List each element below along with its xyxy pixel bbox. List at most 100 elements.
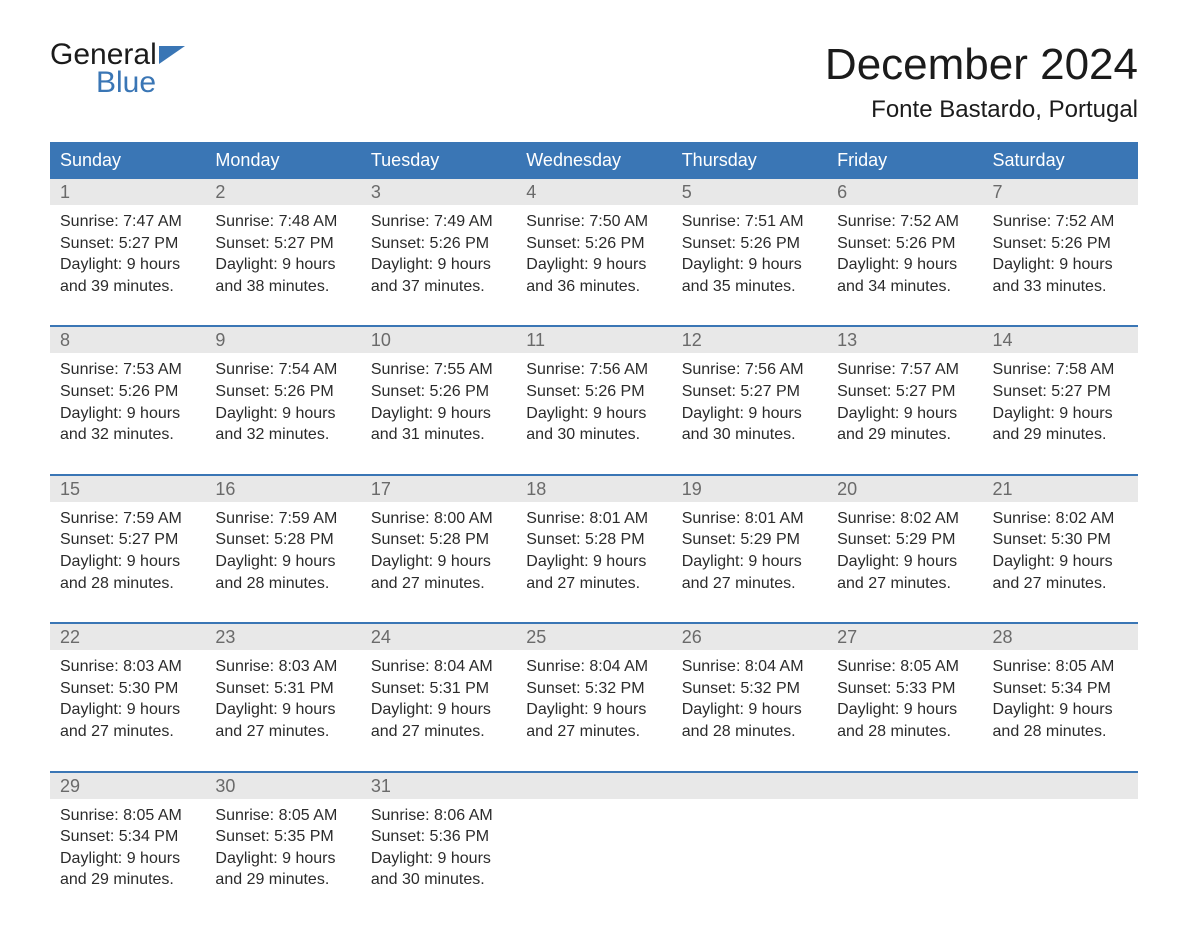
day-header-wed: Wednesday	[516, 142, 671, 179]
sunrise-text: Sunrise: 8:05 AM	[60, 805, 195, 827]
sunset-text: Sunset: 5:31 PM	[371, 678, 506, 700]
day-cell: Sunrise: 8:00 AMSunset: 5:28 PMDaylight:…	[361, 502, 516, 604]
day-cell	[672, 799, 827, 901]
sunset-text: Sunset: 5:26 PM	[682, 233, 817, 255]
week-row: 293031Sunrise: 8:05 AMSunset: 5:34 PMDay…	[50, 771, 1138, 901]
daylight-text-2: and 33 minutes.	[993, 276, 1128, 298]
sunset-text: Sunset: 5:27 PM	[682, 381, 817, 403]
day-content-row: Sunrise: 7:47 AMSunset: 5:27 PMDaylight:…	[50, 205, 1138, 307]
day-number: 3	[361, 179, 516, 205]
daylight-text-2: and 28 minutes.	[682, 721, 817, 743]
sunset-text: Sunset: 5:26 PM	[371, 233, 506, 255]
day-cell: Sunrise: 7:56 AMSunset: 5:27 PMDaylight:…	[672, 353, 827, 455]
day-number: 11	[516, 327, 671, 353]
sunrise-text: Sunrise: 7:48 AM	[215, 211, 350, 233]
day-cell: Sunrise: 8:02 AMSunset: 5:29 PMDaylight:…	[827, 502, 982, 604]
sunrise-text: Sunrise: 8:01 AM	[682, 508, 817, 530]
day-cell: Sunrise: 8:03 AMSunset: 5:30 PMDaylight:…	[50, 650, 205, 752]
day-number: 29	[50, 773, 205, 799]
sunset-text: Sunset: 5:32 PM	[526, 678, 661, 700]
day-header-sat: Saturday	[983, 142, 1138, 179]
daylight-text-2: and 36 minutes.	[526, 276, 661, 298]
day-cell: Sunrise: 7:52 AMSunset: 5:26 PMDaylight:…	[983, 205, 1138, 307]
sunset-text: Sunset: 5:28 PM	[371, 529, 506, 551]
day-number: 19	[672, 476, 827, 502]
day-content-row: Sunrise: 7:53 AMSunset: 5:26 PMDaylight:…	[50, 353, 1138, 455]
day-cell: Sunrise: 7:52 AMSunset: 5:26 PMDaylight:…	[827, 205, 982, 307]
daylight-text-2: and 27 minutes.	[837, 573, 972, 595]
sunrise-text: Sunrise: 8:04 AM	[371, 656, 506, 678]
day-number: 23	[205, 624, 360, 650]
daylight-text-2: and 39 minutes.	[60, 276, 195, 298]
sunset-text: Sunset: 5:27 PM	[993, 381, 1128, 403]
sunrise-text: Sunrise: 7:57 AM	[837, 359, 972, 381]
sunrise-text: Sunrise: 8:05 AM	[993, 656, 1128, 678]
daylight-text-2: and 30 minutes.	[371, 869, 506, 891]
sunset-text: Sunset: 5:28 PM	[526, 529, 661, 551]
day-number	[983, 773, 1138, 799]
day-number: 25	[516, 624, 671, 650]
day-cell: Sunrise: 7:53 AMSunset: 5:26 PMDaylight:…	[50, 353, 205, 455]
daylight-text-2: and 27 minutes.	[993, 573, 1128, 595]
day-cell	[827, 799, 982, 901]
day-cell: Sunrise: 7:57 AMSunset: 5:27 PMDaylight:…	[827, 353, 982, 455]
daylight-text-2: and 32 minutes.	[215, 424, 350, 446]
daylight-text-2: and 28 minutes.	[837, 721, 972, 743]
calendar: Sunday Monday Tuesday Wednesday Thursday…	[50, 142, 1138, 901]
daylight-text-1: Daylight: 9 hours	[371, 254, 506, 276]
day-number: 26	[672, 624, 827, 650]
day-cell: Sunrise: 7:58 AMSunset: 5:27 PMDaylight:…	[983, 353, 1138, 455]
daylight-text-1: Daylight: 9 hours	[60, 254, 195, 276]
day-number: 21	[983, 476, 1138, 502]
sunrise-text: Sunrise: 8:02 AM	[993, 508, 1128, 530]
sunrise-text: Sunrise: 8:04 AM	[682, 656, 817, 678]
day-cell: Sunrise: 7:59 AMSunset: 5:27 PMDaylight:…	[50, 502, 205, 604]
day-number	[672, 773, 827, 799]
daylight-text-1: Daylight: 9 hours	[60, 848, 195, 870]
daylight-text-2: and 27 minutes.	[682, 573, 817, 595]
day-content-row: Sunrise: 7:59 AMSunset: 5:27 PMDaylight:…	[50, 502, 1138, 604]
daylight-text-2: and 28 minutes.	[215, 573, 350, 595]
sunrise-text: Sunrise: 8:01 AM	[526, 508, 661, 530]
daylight-text-1: Daylight: 9 hours	[837, 254, 972, 276]
sunset-text: Sunset: 5:30 PM	[993, 529, 1128, 551]
daylight-text-2: and 34 minutes.	[837, 276, 972, 298]
day-number: 10	[361, 327, 516, 353]
daylight-text-1: Daylight: 9 hours	[526, 403, 661, 425]
day-number	[827, 773, 982, 799]
day-number: 2	[205, 179, 360, 205]
day-content-row: Sunrise: 8:03 AMSunset: 5:30 PMDaylight:…	[50, 650, 1138, 752]
logo-text-blue: Blue	[50, 68, 185, 98]
daylight-text-1: Daylight: 9 hours	[682, 699, 817, 721]
daylight-text-2: and 30 minutes.	[526, 424, 661, 446]
day-header-thu: Thursday	[672, 142, 827, 179]
sunset-text: Sunset: 5:29 PM	[837, 529, 972, 551]
daylight-text-1: Daylight: 9 hours	[371, 403, 506, 425]
sunset-text: Sunset: 5:26 PM	[371, 381, 506, 403]
daylight-text-2: and 31 minutes.	[371, 424, 506, 446]
daylight-text-1: Daylight: 9 hours	[837, 403, 972, 425]
daylight-text-1: Daylight: 9 hours	[215, 254, 350, 276]
daylight-text-1: Daylight: 9 hours	[682, 551, 817, 573]
daylight-text-1: Daylight: 9 hours	[837, 699, 972, 721]
sunset-text: Sunset: 5:34 PM	[60, 826, 195, 848]
day-cell: Sunrise: 7:51 AMSunset: 5:26 PMDaylight:…	[672, 205, 827, 307]
day-cell: Sunrise: 7:56 AMSunset: 5:26 PMDaylight:…	[516, 353, 671, 455]
sunrise-text: Sunrise: 7:50 AM	[526, 211, 661, 233]
day-header-tue: Tuesday	[361, 142, 516, 179]
day-number: 5	[672, 179, 827, 205]
day-cell: Sunrise: 8:01 AMSunset: 5:29 PMDaylight:…	[672, 502, 827, 604]
sunset-text: Sunset: 5:27 PM	[60, 529, 195, 551]
sunrise-text: Sunrise: 7:47 AM	[60, 211, 195, 233]
day-number: 9	[205, 327, 360, 353]
daylight-text-1: Daylight: 9 hours	[526, 254, 661, 276]
sunset-text: Sunset: 5:36 PM	[371, 826, 506, 848]
day-number: 4	[516, 179, 671, 205]
sunrise-text: Sunrise: 7:55 AM	[371, 359, 506, 381]
day-cell: Sunrise: 7:55 AMSunset: 5:26 PMDaylight:…	[361, 353, 516, 455]
daylight-text-1: Daylight: 9 hours	[837, 551, 972, 573]
day-number: 13	[827, 327, 982, 353]
day-number: 22	[50, 624, 205, 650]
day-cell: Sunrise: 8:05 AMSunset: 5:35 PMDaylight:…	[205, 799, 360, 901]
daylight-text-2: and 28 minutes.	[993, 721, 1128, 743]
